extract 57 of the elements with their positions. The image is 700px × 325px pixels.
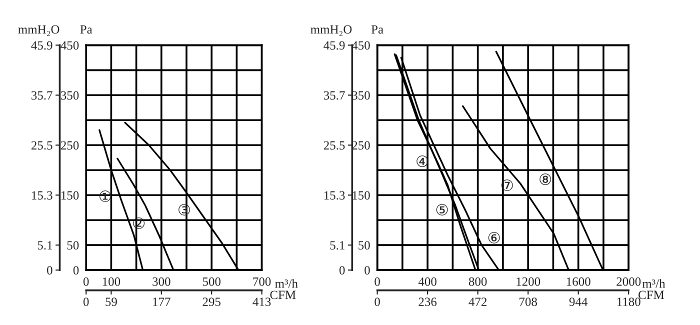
- x2-tick-label: 472: [468, 298, 487, 306]
- y2-tick-label: 5.1: [38, 241, 52, 250]
- y-tick-label: 450: [60, 41, 79, 50]
- x2-tick-label: 413: [252, 298, 271, 306]
- y-tick-label: 450: [352, 41, 370, 50]
- y2-tick-label: 25.5: [31, 141, 52, 150]
- annotation: ⑧: [540, 174, 552, 185]
- x-tick-label: 700: [253, 277, 271, 286]
- x2-tick-label: 59: [106, 298, 117, 306]
- y2-tick-label: 45.9: [324, 41, 345, 50]
- x2-tick-label: 0: [83, 298, 89, 306]
- x2-tick-label: 0: [374, 298, 380, 306]
- y2-tick-label: 0: [339, 266, 345, 275]
- x-tick-label: 400: [418, 277, 436, 286]
- x2-axis-title: CFM: [270, 290, 296, 300]
- x-axis-title: m³/h: [642, 279, 666, 288]
- y-tick-label: 50: [358, 241, 370, 250]
- annotation: ⑥: [488, 232, 500, 244]
- x2-tick-label: 708: [520, 298, 537, 306]
- y-tick-label: 350: [61, 91, 79, 100]
- y2-tick-label: 25.5: [324, 141, 345, 150]
- x-tick-label: 0: [83, 277, 89, 286]
- x2-tick-label: 1180: [617, 298, 640, 306]
- x2-tick-label: 944: [569, 298, 588, 306]
- x-axis-title: m³/h: [275, 279, 298, 288]
- y-tick-label: 150: [352, 191, 370, 200]
- x-tick-label: 500: [202, 277, 220, 286]
- annotation: ⑤: [436, 204, 448, 216]
- y-axis-title: Pa: [371, 25, 384, 34]
- y2-tick-label: 5.1: [330, 241, 344, 250]
- x2-tick-label: 177: [153, 298, 170, 306]
- y-tick-label: 0: [73, 266, 79, 275]
- x-tick-label: 100: [102, 277, 120, 286]
- x-tick-label: 2000: [616, 277, 641, 286]
- y-tick-label: 50: [67, 241, 79, 250]
- y-tick-label: 0: [364, 266, 370, 275]
- y2-tick-label: 45.9: [31, 41, 52, 50]
- y2-axis-title: mmH₂O: [310, 25, 352, 36]
- x-tick-label: 300: [152, 277, 170, 286]
- y2-axis-title: mmH₂O: [18, 25, 60, 36]
- y-axis-title: Pa: [80, 25, 92, 34]
- x-tick-label: 800: [468, 277, 487, 286]
- x-tick-label: 1200: [516, 277, 540, 286]
- x2-axis-title: CFM: [638, 290, 664, 300]
- x2-tick-label: 295: [202, 298, 220, 306]
- y-tick-label: 250: [60, 141, 79, 150]
- y-tick-label: 150: [62, 191, 79, 200]
- y2-tick-label: 15.3: [32, 191, 52, 200]
- x-tick-label: 1600: [566, 277, 590, 286]
- y-tick-label: 350: [352, 91, 370, 100]
- x2-tick-label: 236: [418, 298, 437, 306]
- y2-tick-label: 15.3: [324, 191, 345, 200]
- y2-tick-label: 0: [47, 266, 52, 275]
- y2-tick-label: 35.7: [32, 91, 52, 100]
- y-tick-label: 250: [352, 141, 370, 150]
- y2-tick-label: 35.7: [324, 91, 345, 100]
- x-tick-label: 0: [374, 277, 380, 286]
